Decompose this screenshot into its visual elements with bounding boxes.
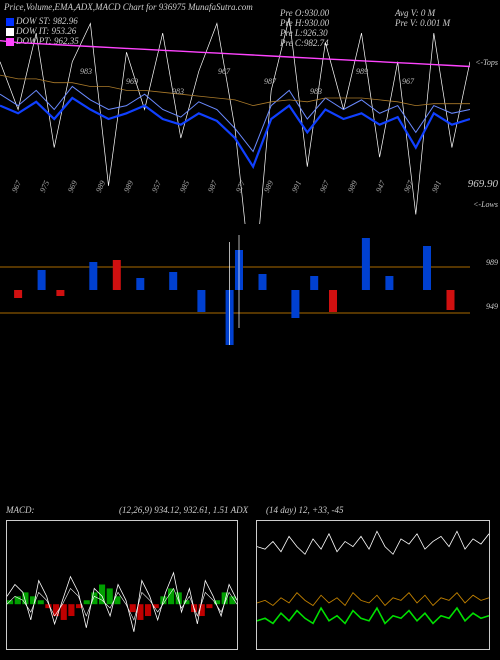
svg-text:967: 967 [402, 77, 415, 86]
macd-label: MACD: [6, 505, 35, 515]
x-axis-ticks: 9679759699899899579859879779899919679899… [0, 190, 470, 220]
svg-text:983: 983 [172, 87, 184, 96]
macd-vals: (12,26,9) 934.12, 932.61, 1.51 ADX [119, 505, 248, 515]
svg-text:989: 989 [356, 67, 368, 76]
adx-panel [256, 520, 490, 650]
side-lows: <-Lows [473, 200, 498, 209]
svg-text:983: 983 [80, 67, 92, 76]
price-last: 969.90 [468, 178, 498, 190]
svg-text:967: 967 [218, 67, 231, 76]
svg-text:983: 983 [310, 87, 322, 96]
svg-text:969: 969 [126, 77, 138, 86]
macd-panel [6, 520, 238, 650]
svg-text:987: 987 [264, 77, 277, 86]
side-tops: <-Tops [475, 58, 498, 67]
vol-949: 949 [486, 302, 498, 311]
volume-chart [0, 235, 470, 345]
indicator-footer: MACD: (12,26,9) 934.12, 932.61, 1.51 ADX… [6, 505, 494, 515]
adx-vals: (14 day) 12, +33, -45 [266, 505, 344, 515]
vol-989: 989 [486, 258, 498, 267]
